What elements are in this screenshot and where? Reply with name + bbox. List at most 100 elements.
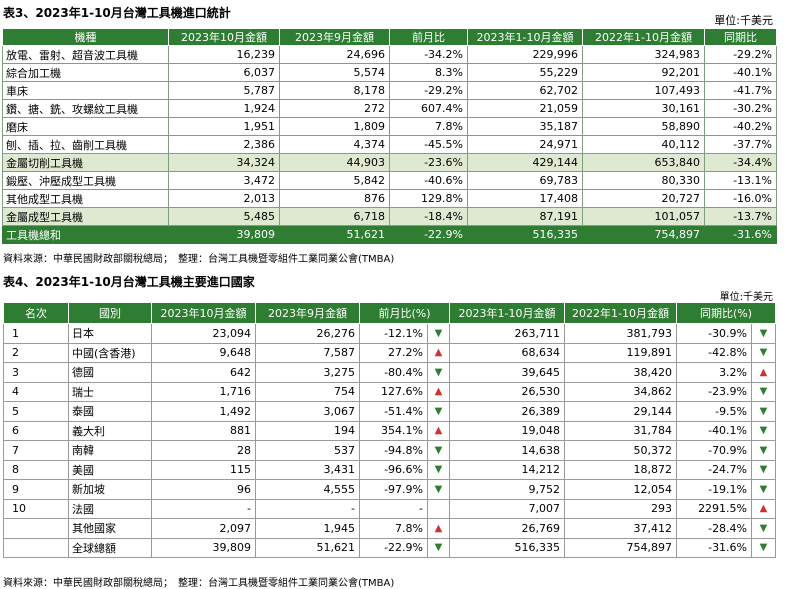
value-cell: 96 [151, 479, 256, 500]
value-cell: 107,493 [582, 81, 705, 100]
value-cell: 1,945 [255, 518, 360, 539]
table3-title: 表3、2023年1-10月台灣工具機進口統計 [3, 6, 231, 20]
value-cell: 5,485 [168, 207, 280, 226]
trend-up-icon: ▲ [426, 381, 451, 402]
table-row: 2 中國(含香港) 9,648 7,587 27.2% ▲ 68,634 119,891 -42… [3, 342, 777, 363]
value-cell: 537 [255, 440, 360, 461]
value-cell: 87,191 [467, 207, 583, 226]
trend-down-icon: ▼ [426, 440, 451, 461]
table-row: 全球總額 39,809 51,621 -22.9% ▼ 516,335 754,897 -31… [3, 537, 777, 558]
value-cell: 381,793 [564, 323, 678, 344]
trend-down-icon: ▼ [426, 479, 451, 500]
mom-cell: -97.9% [359, 479, 428, 500]
value-cell: -30.2% [704, 99, 777, 118]
value-cell: 2,097 [151, 518, 256, 539]
value-cell: -41.7% [704, 81, 777, 100]
trend-empty [426, 498, 451, 519]
value-cell: 9,752 [449, 479, 566, 500]
value-cell: 68,634 [449, 342, 566, 363]
value-cell: 115 [151, 459, 256, 480]
col-header: 國別 [68, 302, 152, 324]
value-cell: 39,645 [449, 362, 566, 383]
value-cell: 40,112 [582, 135, 705, 154]
trend-down-icon: ▼ [751, 342, 777, 363]
rank-cell: 10 [3, 498, 69, 519]
value-cell: 1,716 [151, 381, 256, 402]
value-cell: -29.2% [704, 45, 777, 64]
trend-down-icon: ▼ [751, 381, 777, 402]
trend-up-icon: ▲ [426, 342, 451, 363]
table-row: 10 法國 - - -7,007 293 2291.5% ▲ [3, 498, 777, 519]
country-cell: 全球總額 [68, 537, 152, 558]
table3-unit: 單位:千美元 [714, 14, 773, 27]
col-header: 2022年1-10月金額 [564, 302, 678, 324]
yoy-cell: -30.9% [676, 323, 753, 344]
value-cell: 3,067 [255, 401, 360, 422]
trend-down-icon: ▼ [751, 323, 777, 344]
yoy-cell: -19.1% [676, 479, 753, 500]
col-header: 2022年1-10月金額 [582, 28, 705, 46]
value-cell: 30,161 [582, 99, 705, 118]
table4-unit: 單位:千美元 [719, 292, 773, 303]
import-stats-table: 機種 2023年10月金額 2023年9月金額 前月比 2023年1-10月金額… [2, 28, 777, 244]
yoy-cell: -42.8% [676, 342, 753, 363]
trend-down-icon: ▼ [751, 518, 777, 539]
value-cell: 62,702 [467, 81, 583, 100]
country-cell: 美國 [68, 459, 152, 480]
table-row: 4 瑞士 1,716 754 127.6% ▲ 26,530 34,862 -23.9% ▼ [3, 381, 777, 402]
value-cell: 51,621 [255, 537, 360, 558]
value-cell: 3,431 [255, 459, 360, 480]
value-cell: 9,648 [151, 342, 256, 363]
value-cell: 38,420 [564, 362, 678, 383]
value-cell: 39,809 [151, 537, 256, 558]
rank-cell: 1 [3, 323, 69, 344]
machine-type-cell: 鍛壓、沖壓成型工具機 [2, 171, 169, 190]
table-row: 鍛壓、沖壓成型工具機 3,472 5,842 -40.6% 69,783 80,330 -1… [2, 171, 777, 190]
trend-down-icon: ▼ [426, 362, 451, 383]
machine-type-cell: 磨床 [2, 117, 169, 136]
machine-type-cell: 金屬成型工具機 [2, 207, 169, 226]
table4-title: 表4、2023年1-10月台灣工具機主要進口國家 [3, 275, 255, 289]
value-cell: 119,891 [564, 342, 678, 363]
trend-up-icon: ▲ [426, 518, 451, 539]
value-cell: 26,769 [449, 518, 566, 539]
country-cell: 日本 [68, 323, 152, 344]
col-header: 2023年9月金額 [279, 28, 390, 46]
value-cell: 18,872 [564, 459, 678, 480]
mom-cell: 27.2% [359, 342, 428, 363]
total-row: 工具機總和 39,809 51,621 -22.9% 516,335 754,897 -31… [2, 225, 777, 244]
rank-cell: 8 [3, 459, 69, 480]
total-value-cell: 516,335 [467, 225, 583, 244]
machine-type-cell: 刨、插、拉、齒削工具機 [2, 135, 169, 154]
rank-cell: 7 [3, 440, 69, 461]
value-cell: -29.2% [389, 81, 468, 100]
yoy-cell: 2291.5% [676, 498, 753, 519]
value-cell: 14,638 [449, 440, 566, 461]
table-row: 5 泰國 1,492 3,067 -51.4% ▼ 26,389 29,144 -9.5% ▼ [3, 401, 777, 422]
value-cell: 34,324 [168, 153, 280, 172]
total-value-cell: -31.6% [704, 225, 777, 244]
table-row: 磨床 1,951 1,809 7.8% 35,187 58,890 -40.2% [2, 117, 777, 136]
value-cell: 16,239 [168, 45, 280, 64]
value-cell: 4,555 [255, 479, 360, 500]
yoy-cell: -70.9% [676, 440, 753, 461]
machine-type-cell: 車床 [2, 81, 169, 100]
value-cell: 4,374 [279, 135, 390, 154]
trend-up-icon: ▲ [751, 498, 777, 519]
table-row: 放電、雷射、超音波工具機 16,239 24,696 -34.2% 229,996 324… [2, 45, 777, 64]
col-header: 2023年9月金額 [255, 302, 360, 324]
value-cell: 5,574 [279, 63, 390, 82]
value-cell: 28 [151, 440, 256, 461]
value-cell: 7,587 [255, 342, 360, 363]
machine-type-cell: 金屬切削工具機 [2, 153, 169, 172]
value-cell: 29,144 [564, 401, 678, 422]
value-cell: 7.8% [389, 117, 468, 136]
table-row: 鑽、搪、銑、攻螺紋工具機 1,924 272 607.4% 21,059 30,161 -3… [2, 99, 777, 118]
rank-cell: 3 [3, 362, 69, 383]
value-cell: 23,094 [151, 323, 256, 344]
trend-down-icon: ▼ [426, 323, 451, 344]
yoy-cell: -9.5% [676, 401, 753, 422]
table-row: 其他成型工具機 2,013 876 129.8% 17,408 20,727 -16.0% [2, 189, 777, 208]
table-row: 8 美國 115 3,431 -96.6% ▼ 14,212 18,872 -24.7% ▼ [3, 459, 777, 480]
rank-cell: 4 [3, 381, 69, 402]
